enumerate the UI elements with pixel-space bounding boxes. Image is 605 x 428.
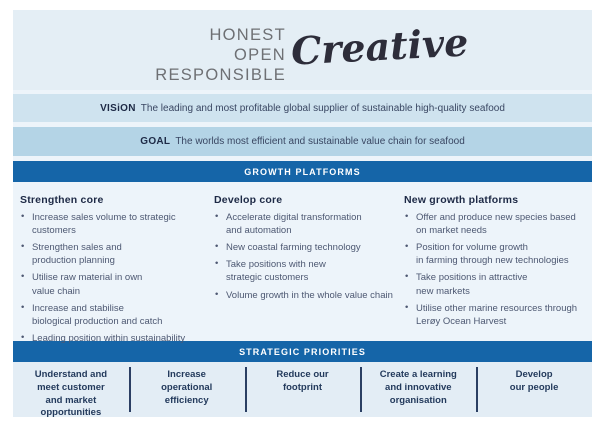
growth-platforms-band: GROWTH PLATFORMS xyxy=(13,161,592,182)
brand-values-band: HONEST OPEN RESPONSIBLE Creative xyxy=(13,10,592,90)
bullet-item: Increase sales volume to strategic custo… xyxy=(20,210,202,237)
goal-band: GOAL The worlds most efficient and susta… xyxy=(13,127,592,156)
column-develop-core: Develop core Accelerate digital transfor… xyxy=(214,194,406,306)
bullet-item: Accelerate digital transformation and au… xyxy=(214,210,406,237)
bullet-item: Take positions with new strategic custom… xyxy=(214,257,406,284)
vision-band: VISiON The leading and most profitable g… xyxy=(13,94,592,122)
bullet-item: Take positions in attractive new markets xyxy=(404,270,590,297)
bullet-item: Utilise raw material in own value chain xyxy=(20,270,202,297)
bullet-item: Leading position within sustainability xyxy=(20,331,202,345)
vision-text: The leading and most profitable global s… xyxy=(140,102,505,114)
bullet-list: Accelerate digital transformation and au… xyxy=(214,210,406,302)
strategic-priorities-content: Understand and meet customer and market … xyxy=(13,362,592,419)
bullet-list: Offer and produce new species based on m… xyxy=(404,210,590,328)
growth-platforms-content: Strengthen core Increase sales volume to… xyxy=(13,182,592,344)
column-new-growth-platforms: New growth platforms Offer and produce n… xyxy=(404,194,590,332)
column-title: New growth platforms xyxy=(404,194,519,206)
priority-develop-people: Develop our people xyxy=(509,369,559,393)
strategic-priorities-band: STRATEGIC PRIORITIES xyxy=(13,341,592,362)
bullet-item: Volume growth in the whole value chain xyxy=(214,288,406,302)
column-strengthen-core: Strengthen core Increase sales volume to… xyxy=(20,194,202,349)
bullet-item: Utilise other marine resources through L… xyxy=(404,301,590,328)
bullet-item: Increase and stabilise biological produc… xyxy=(20,301,202,328)
priority-divider xyxy=(244,367,247,412)
column-title: Strengthen core xyxy=(20,194,104,206)
strategic-priorities-band-label: STRATEGIC PRIORITIES xyxy=(239,346,366,357)
priority-learning-organisation: Create a learning and innovative organis… xyxy=(379,369,457,406)
bullet-item: New coastal farming technology xyxy=(214,240,406,254)
priority-operational-efficiency: Increase operational efficiency xyxy=(161,369,213,406)
priority-customer-market: Understand and meet customer and market … xyxy=(34,369,108,419)
priority-divider xyxy=(476,367,479,412)
brand-value-honest: HONEST xyxy=(209,26,286,44)
bullet-item: Position for volume growth in farming th… xyxy=(404,240,590,267)
brand-value-open: OPEN xyxy=(234,46,286,64)
column-title: Develop core xyxy=(214,194,283,206)
brand-value-creative: Creative xyxy=(289,19,470,74)
brand-values-list: HONEST OPEN RESPONSIBLE xyxy=(155,25,286,85)
strategy-slide: HONEST OPEN RESPONSIBLE Creative VISiON … xyxy=(13,10,592,419)
goal-text: The worlds most efficient and sustainabl… xyxy=(175,136,465,147)
goal-label: GOAL xyxy=(140,136,171,147)
vision-label: VISiON xyxy=(100,102,136,114)
bullet-item: Strengthen sales and production planning xyxy=(20,240,202,267)
priority-reduce-footprint: Reduce our footprint xyxy=(276,369,329,393)
priority-divider xyxy=(360,367,363,412)
brand-value-responsible: RESPONSIBLE xyxy=(155,66,286,84)
priority-divider xyxy=(128,367,131,412)
bullet-item: Offer and produce new species based on m… xyxy=(404,210,590,237)
growth-platforms-band-label: GROWTH PLATFORMS xyxy=(244,166,361,177)
bullet-list: Increase sales volume to strategic custo… xyxy=(20,210,202,345)
